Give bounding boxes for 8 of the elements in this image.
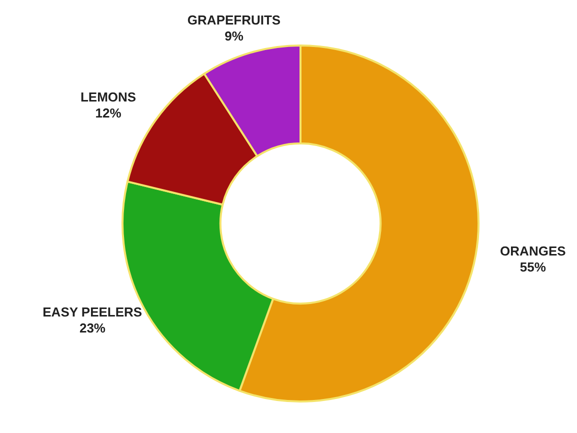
data-label: 23% <box>79 320 106 336</box>
slice-label: ORANGES <box>500 243 566 258</box>
slice-label: EASY PEELERS <box>42 304 142 320</box>
data-label: 9% <box>224 28 244 44</box>
slice-label: GRAPEFRUITS <box>187 12 281 28</box>
slice-label: LEMONS <box>80 90 136 105</box>
data-label: 55% <box>520 259 546 274</box>
data-label: 12% <box>95 106 122 121</box>
